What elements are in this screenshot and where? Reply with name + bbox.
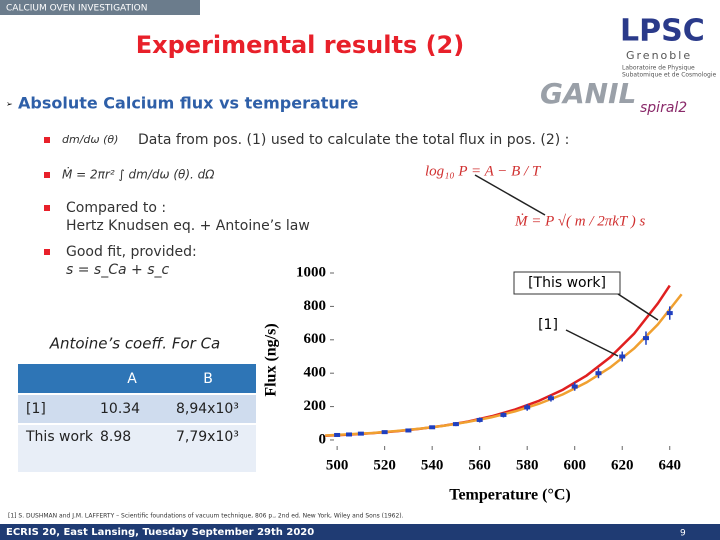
table-header: A <box>127 371 137 387</box>
logo-lab: Subatomique et de Cosmologie <box>622 72 717 79</box>
banner-bar <box>0 0 200 15</box>
x-axis-label: Temperature (°C) <box>449 487 570 504</box>
section: Absolute Calcium flux vs temperature <box>18 94 359 113</box>
data-point <box>405 428 412 433</box>
x-tick-label: 620 <box>611 457 634 473</box>
bullet-text: Data from pos. (1) used to calculate the… <box>138 132 569 148</box>
x-tick-label: 540 <box>421 457 444 473</box>
x-tick-label: 560 <box>468 457 491 473</box>
data-point <box>571 384 578 389</box>
data-point <box>429 425 436 430</box>
formula: s = s_Ca + s_c <box>66 262 169 278</box>
logo-city: Grenoble <box>626 49 692 62</box>
y-tick-label: 400 <box>304 365 327 381</box>
data-point <box>524 405 531 410</box>
annotation-arrow <box>617 293 659 321</box>
logo-lpsc: LPSC <box>620 14 705 49</box>
table <box>18 364 256 472</box>
y-tick-label: 1000 <box>296 264 326 280</box>
equation: log₁₀ P = A − B / T <box>425 163 542 179</box>
data-point <box>346 432 353 437</box>
table-caption: Antoine’s coeff. For Ca <box>49 335 221 353</box>
table-cell: 10.34 <box>100 401 140 417</box>
data-point <box>334 432 341 437</box>
bullet-text: Compared to : <box>66 200 166 216</box>
reference: [1] S. DUSHMAN and J.M. LAFFERTY – Scien… <box>8 513 404 520</box>
pointer-arrow <box>474 174 546 216</box>
y-axis-label: Flux (ng/s) <box>263 323 280 396</box>
y-tick-label: 600 <box>304 331 327 347</box>
formula: dm/dω (θ) <box>62 133 118 146</box>
x-tick-label: 520 <box>373 457 396 473</box>
x-tick-label: 500 <box>326 457 349 473</box>
banner: CALCIUM OVEN INVESTIGATION <box>6 4 147 14</box>
table-cell: 7,79x10³ <box>176 429 239 445</box>
x-tick-label: 600 <box>563 457 586 473</box>
data-point <box>452 422 459 427</box>
x-tick-label: 580 <box>516 457 539 473</box>
data-point <box>357 431 364 436</box>
arrow-bullet: ➢ <box>6 100 13 109</box>
data-point <box>381 430 388 435</box>
data-point <box>595 371 602 376</box>
data-point <box>666 311 673 316</box>
data-point <box>500 412 507 417</box>
y-tick-label: 200 <box>304 398 327 414</box>
x-tick-label: 640 <box>658 457 681 473</box>
data-point <box>476 417 483 422</box>
data-point <box>642 336 649 341</box>
y-tick-label: 800 <box>304 298 327 314</box>
table-cell: 8.98 <box>100 429 131 445</box>
y-tick-label: 0 <box>319 431 327 447</box>
table-header: B <box>203 371 213 387</box>
logo-spiral: spiral2 <box>640 100 687 116</box>
footer: ECRIS 20, East Lansing, Tuesday Septembe… <box>6 527 314 538</box>
logo-lab: Laboratoire de Physique <box>622 65 695 72</box>
data-point <box>619 354 626 359</box>
title: Experimental results (2) <box>136 31 464 59</box>
annotation-box <box>513 271 621 295</box>
data-point <box>547 396 554 401</box>
annotation-arrow <box>565 329 619 357</box>
annotation: [1] <box>538 317 558 333</box>
page-number: 9 <box>680 529 686 539</box>
bullets <box>44 137 50 255</box>
logo-ganil: GANIL <box>540 77 636 110</box>
annotation: [This work] <box>528 275 606 291</box>
formula: Ṁ = 2πr² ∫ dm/dω (θ). dΩ <box>62 167 215 182</box>
footer-bar <box>0 524 720 540</box>
equation: Ṁ = P √( m / 2πkT ) s <box>514 213 645 229</box>
table-cell: This work <box>25 429 94 445</box>
table-cell: 8,94x10³ <box>176 401 239 417</box>
table-cell: [1] <box>26 401 46 417</box>
bullet-text: Hertz Knudsen eq. + Antoine’s law <box>66 218 310 234</box>
bullet-text: Good fit, provided: <box>66 244 197 260</box>
